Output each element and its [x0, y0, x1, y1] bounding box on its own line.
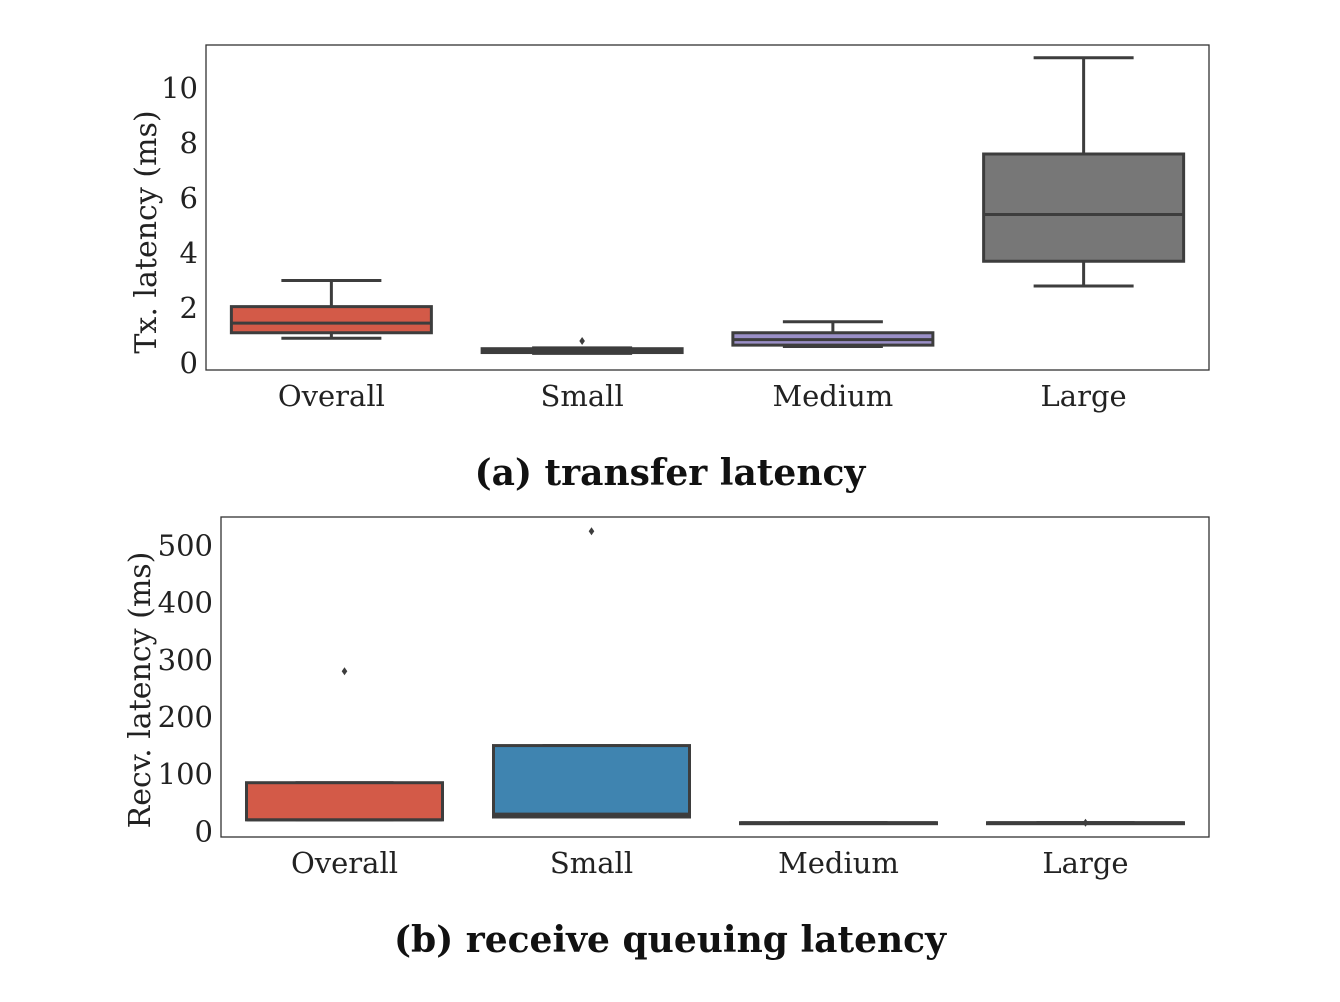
x-tick-label-medium: Medium	[778, 846, 899, 880]
x-tick-label-overall: Overall	[278, 379, 385, 413]
y-axis-label: Recv. latency (ms)	[123, 552, 158, 829]
y-axis-label: Tx. latency (ms)	[129, 110, 164, 353]
y-tick-label: 200	[158, 700, 213, 734]
x-tick-label-overall: Overall	[291, 846, 398, 880]
plot-frame	[220, 516, 1210, 838]
y-tick-label: 6	[180, 181, 198, 215]
box-overall	[245, 667, 444, 822]
y-tick-label: 300	[158, 643, 213, 677]
panel-caption: (b) receive queuing latency	[394, 919, 947, 961]
x-tick-label-small: Small	[541, 379, 624, 413]
y-tick-label: 500	[158, 529, 213, 563]
panel-receive-queuing-latency: 0 100 200 300 400 500 Overall Small Medium Large R…	[123, 516, 1210, 961]
iqr-box	[492, 744, 691, 819]
iqr-box	[982, 152, 1186, 263]
y-tick-label: 400	[158, 586, 213, 620]
x-tick-label-small: Small	[550, 846, 633, 880]
box-large	[982, 56, 1186, 288]
y-tick-label: 0	[195, 814, 213, 848]
iqr-box	[245, 781, 444, 822]
plot-frame	[205, 44, 1210, 371]
box-large	[986, 818, 1185, 827]
panel-transfer-latency: 0 2 4 6 8 10 Overall Small Medium Large Tx. latenc…	[129, 44, 1210, 494]
y-tick-label: 0	[180, 346, 198, 380]
x-tick-label-medium: Medium	[772, 379, 893, 413]
y-tick-label: 2	[180, 291, 198, 325]
box-medium	[739, 821, 938, 826]
box-medium	[731, 320, 935, 348]
outlier-point	[1082, 818, 1089, 827]
y-tick-label: 8	[180, 126, 198, 160]
box-overall	[229, 279, 433, 340]
box-small	[492, 527, 691, 819]
panel-caption: (a) transfer latency	[475, 452, 867, 494]
y-tick-label: 100	[158, 757, 213, 791]
y-tick-label: 4	[180, 236, 198, 270]
outlier-point	[341, 667, 348, 676]
outlier-point	[588, 527, 595, 536]
x-tick-label-large: Large	[1042, 846, 1128, 880]
y-tick-label: 10	[161, 71, 198, 105]
box-small	[480, 337, 684, 355]
outlier-point	[579, 337, 585, 345]
x-tick-label-large: Large	[1041, 379, 1127, 413]
iqr-box	[229, 305, 433, 335]
